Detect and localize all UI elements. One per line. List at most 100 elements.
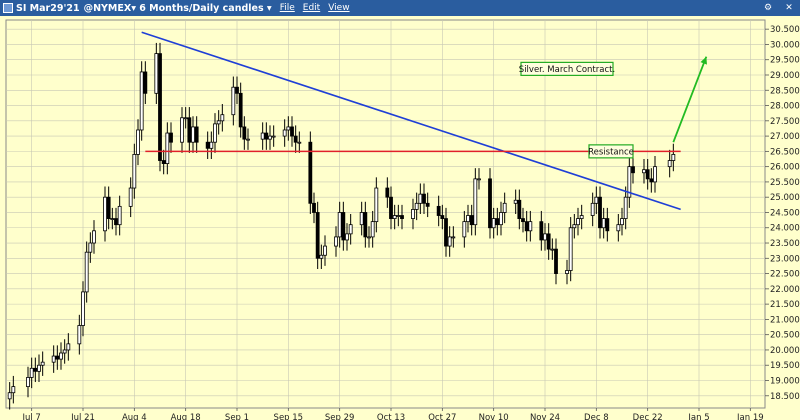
candle bbox=[161, 160, 166, 164]
menu-edit[interactable]: Edit bbox=[302, 3, 321, 13]
candle bbox=[671, 154, 676, 161]
y-tick-label: 22.500 bbox=[770, 270, 800, 280]
candle bbox=[169, 132, 173, 143]
candlestick-chart: 18.500 19.000 19.500 20.000 20.500 21.000 21.5… bbox=[5, 19, 800, 420]
candle bbox=[411, 209, 415, 219]
symbol-label[interactable]: SI Mar29'21 bbox=[16, 2, 80, 14]
y-tick-label: 19.000 bbox=[770, 377, 800, 387]
candle bbox=[572, 224, 577, 229]
x-tick-label: Jan 19 bbox=[736, 413, 764, 420]
candle bbox=[469, 215, 474, 226]
trendline bbox=[141, 31, 681, 211]
candle bbox=[136, 129, 140, 155]
x-tick-label: Aug 4 bbox=[122, 413, 147, 420]
candle bbox=[40, 361, 45, 366]
y-tick-label: 22.000 bbox=[770, 285, 800, 295]
candle bbox=[7, 392, 12, 400]
x-tick-label: Dec 22 bbox=[633, 413, 663, 420]
y-tick-label: 19.500 bbox=[770, 361, 800, 371]
candle bbox=[414, 202, 419, 210]
candle bbox=[84, 251, 89, 293]
candle bbox=[422, 193, 426, 204]
app-icon bbox=[3, 3, 13, 13]
candle bbox=[616, 224, 621, 232]
candle bbox=[268, 135, 272, 140]
candle bbox=[594, 196, 599, 204]
annotation-box bbox=[588, 144, 634, 159]
candle bbox=[110, 218, 115, 220]
x-tick-label: Jan 5 bbox=[687, 413, 709, 420]
candle bbox=[473, 178, 478, 226]
y-tick-label: 24.500 bbox=[770, 208, 800, 218]
candle bbox=[286, 126, 291, 131]
candle bbox=[488, 178, 492, 229]
y-tick-label: 20.500 bbox=[770, 331, 800, 341]
y-tick-label: 27.500 bbox=[770, 117, 800, 127]
candle bbox=[363, 212, 368, 238]
candle bbox=[554, 248, 558, 274]
annotation-box bbox=[520, 61, 614, 76]
exchange-period-label[interactable]: @NYMEX▾ 6 Months/Daily candles ▾ bbox=[83, 2, 272, 14]
menu-view[interactable]: View bbox=[328, 3, 350, 13]
x-tick-label: Nov 10 bbox=[479, 413, 509, 420]
candle bbox=[341, 212, 346, 241]
candle bbox=[645, 169, 650, 180]
y-tick-label: 23.500 bbox=[770, 239, 800, 249]
candle bbox=[627, 166, 632, 198]
candle bbox=[620, 218, 624, 226]
candle bbox=[62, 349, 67, 354]
candle bbox=[81, 291, 85, 326]
candle bbox=[451, 236, 456, 239]
candle bbox=[106, 196, 111, 219]
candle bbox=[367, 236, 371, 239]
candle bbox=[114, 218, 118, 226]
candle bbox=[29, 367, 34, 378]
candle bbox=[260, 132, 265, 140]
candle bbox=[139, 71, 144, 131]
close-icon[interactable]: ✕ bbox=[785, 2, 793, 13]
candle bbox=[51, 355, 56, 363]
candle bbox=[293, 135, 298, 143]
settings-icon[interactable]: ⚙ bbox=[763, 2, 773, 13]
candle bbox=[499, 212, 503, 226]
x-tick-label: Oct 13 bbox=[377, 413, 405, 420]
x-tick-label: Sep 29 bbox=[325, 413, 355, 420]
candle bbox=[653, 166, 657, 183]
candle bbox=[92, 230, 96, 244]
y-tick-label: 18.500 bbox=[770, 392, 800, 402]
candle bbox=[631, 166, 635, 174]
candle bbox=[623, 196, 628, 219]
candle bbox=[143, 71, 148, 94]
candle bbox=[183, 117, 188, 120]
annotation-label: Resistance bbox=[588, 147, 634, 157]
candle bbox=[37, 364, 41, 372]
candle bbox=[271, 135, 276, 138]
candle bbox=[513, 199, 518, 204]
candle bbox=[103, 196, 107, 232]
annotation-label: Silver. March Contract. bbox=[519, 65, 615, 75]
candle bbox=[282, 129, 287, 137]
candle bbox=[319, 254, 324, 259]
candle bbox=[444, 218, 448, 247]
candle bbox=[290, 126, 294, 137]
candle bbox=[128, 187, 133, 207]
y-tick-label: 26.500 bbox=[770, 147, 800, 157]
candle bbox=[477, 178, 481, 181]
candle bbox=[187, 117, 192, 143]
breakout-arrow bbox=[672, 56, 708, 143]
y-tick-label: 25.000 bbox=[770, 193, 800, 203]
arrow-head bbox=[700, 56, 707, 65]
candle bbox=[601, 218, 606, 229]
candle bbox=[359, 212, 364, 226]
y-tick-label: 27.000 bbox=[770, 132, 800, 142]
candle bbox=[576, 218, 580, 226]
x-tick-label: Sep 15 bbox=[274, 413, 304, 420]
candle bbox=[528, 221, 533, 232]
candle bbox=[158, 53, 162, 161]
candle bbox=[543, 233, 547, 241]
candle bbox=[88, 242, 93, 253]
candle bbox=[348, 224, 353, 235]
menu-file[interactable]: File bbox=[279, 3, 295, 13]
candle bbox=[546, 233, 551, 250]
candle bbox=[495, 218, 500, 226]
